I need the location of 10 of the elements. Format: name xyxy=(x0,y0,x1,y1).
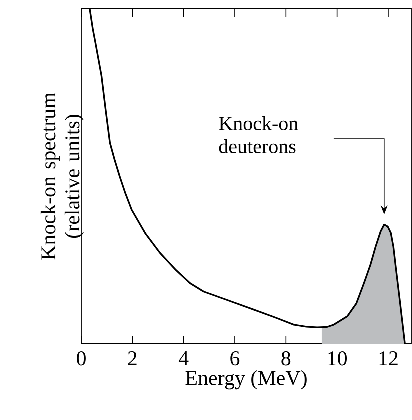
x-tick-label: 2 xyxy=(128,352,137,366)
x-tick-label: 8 xyxy=(282,352,291,366)
x-tick-label: 6 xyxy=(230,352,240,366)
x-axis-title: Energy (MeV) xyxy=(186,370,307,390)
x-tick-label: 0 xyxy=(77,352,86,366)
annotation: Knock-on deuterons xyxy=(219,116,298,154)
x-tick-label: 12 xyxy=(380,352,398,366)
x-tick-label: 4 xyxy=(178,352,189,366)
x-tick-label: 10 xyxy=(328,352,348,366)
y-axis-title: Knock-on spectrum (relative units) xyxy=(40,92,84,260)
